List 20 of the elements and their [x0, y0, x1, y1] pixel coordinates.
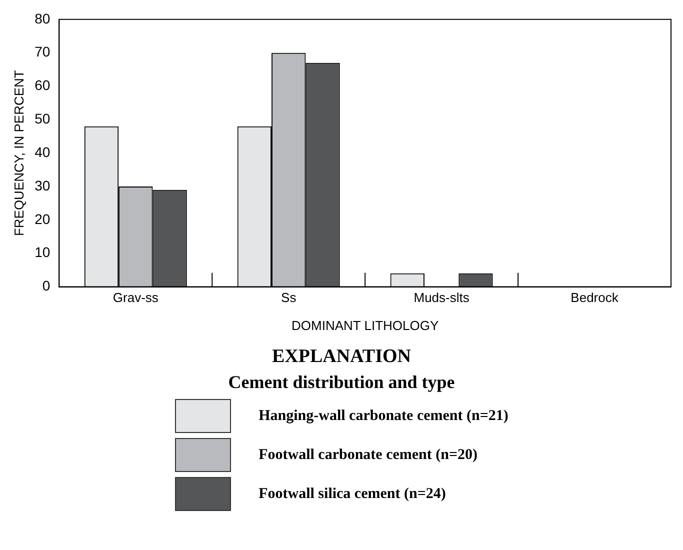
x-axis-title: DOMINANT LITHOLOGY — [292, 318, 439, 333]
legend-label: Footwall silica cement (n=24) — [258, 486, 446, 502]
y-tick-label: 30 — [34, 177, 50, 194]
y-axis-title: FREQUENCY, IN PERCENT — [11, 70, 26, 236]
y-tick-label: 0 — [42, 278, 50, 294]
legend-label: Hanging-wall carbonate cement (n=21) — [258, 408, 508, 424]
y-tick-label: 60 — [34, 77, 50, 94]
y-tick-label: 20 — [34, 210, 50, 227]
x-tick-label: Bedrock — [570, 290, 619, 306]
y-tick-label: 70 — [34, 44, 50, 60]
text: EXPLANATION — [271, 346, 412, 368]
legend-label: Footwall carbonate cement (n=20) — [258, 446, 478, 464]
x-tick-label: Muds-slts — [414, 290, 470, 306]
x-tick-label: Grav-ss — [112, 290, 159, 306]
y-tick-label: 80 — [34, 10, 50, 26]
y-tick-label: 10 — [34, 244, 50, 260]
y-tick-label: 40 — [34, 144, 50, 160]
legend-title: Cement distribution and type — [227, 372, 456, 393]
y-tick-label: 50 — [34, 110, 50, 127]
x-tick-label: Ss — [281, 290, 297, 306]
